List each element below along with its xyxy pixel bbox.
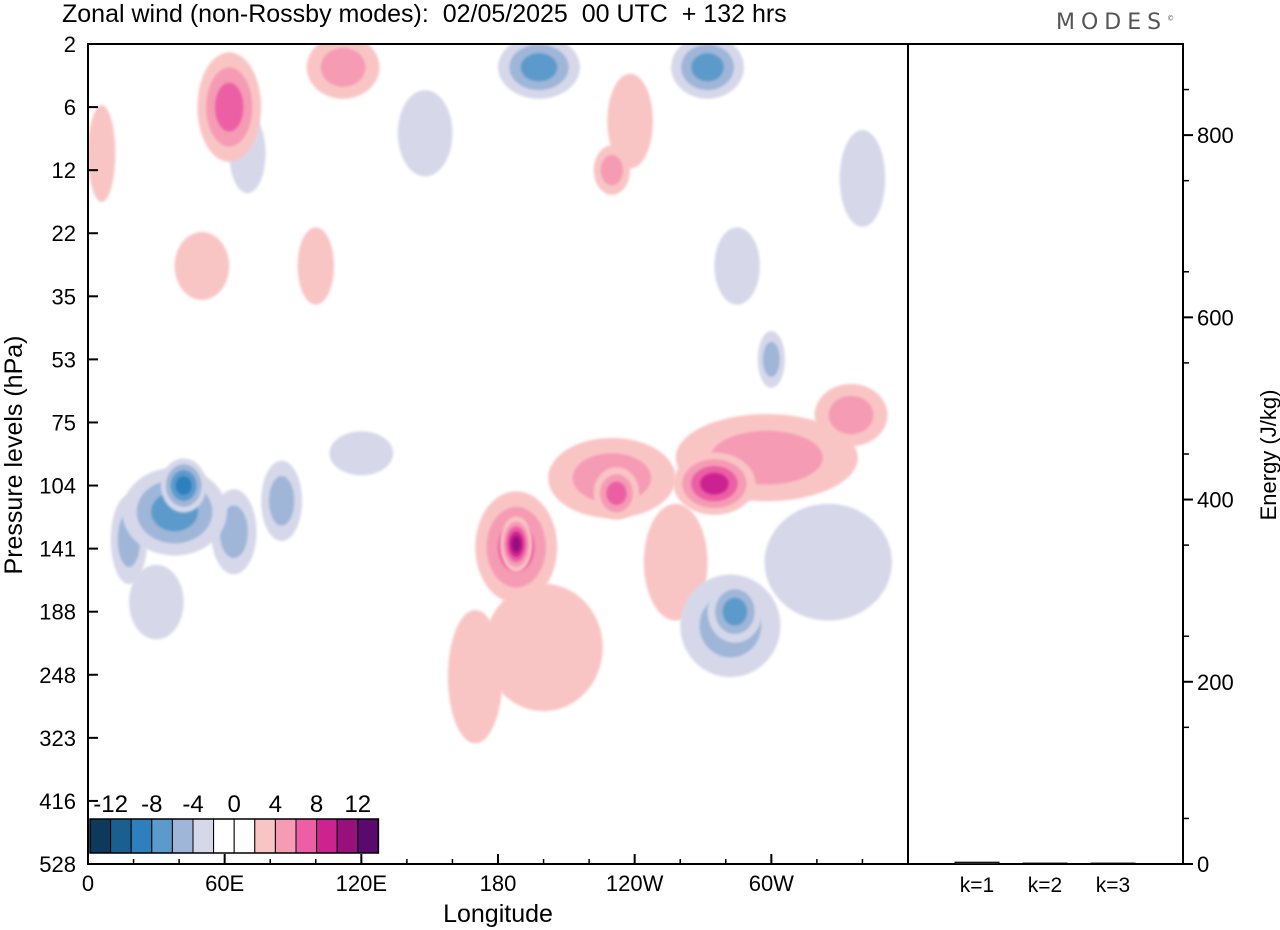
contour-blob xyxy=(828,395,874,435)
contour-blob xyxy=(762,341,780,377)
contour-blob xyxy=(484,583,603,712)
x-tick-label: 0 xyxy=(82,871,94,896)
colorbar-label: 4 xyxy=(269,791,282,818)
colorbar-swatch xyxy=(151,818,173,854)
colorbar-swatch xyxy=(89,818,112,854)
y-tick-label: 35 xyxy=(52,284,76,309)
y-tick-label: 6 xyxy=(64,95,76,120)
colorbar-swatch xyxy=(110,818,132,854)
x-tick-label: 60E xyxy=(205,871,244,896)
x-tick-label: 120E xyxy=(336,871,387,896)
energy-bars: 0 200 400 600 800 k=1 k=2 k=3 xyxy=(954,88,1234,897)
contour-blob xyxy=(511,536,521,553)
energy-tick-label: 600 xyxy=(1197,305,1234,330)
colorbar-swatch xyxy=(274,818,297,854)
colorbar-swatch xyxy=(213,818,235,854)
contour-blob xyxy=(297,227,334,305)
colorbar-swatch xyxy=(130,818,153,854)
colorbar-swatch xyxy=(357,818,379,854)
contour-blob xyxy=(215,82,244,132)
y-tick-label: 2 xyxy=(64,32,76,57)
contour-blob xyxy=(397,90,453,177)
contour-blob xyxy=(174,232,230,300)
logo-copyright-mark: © xyxy=(1167,14,1175,23)
colorbar-label: 8 xyxy=(310,791,323,818)
energy-bar xyxy=(954,861,1000,865)
colorbar-label: -12 xyxy=(93,791,128,818)
y-tick-label: 53 xyxy=(52,347,76,372)
y-tick-label: 104 xyxy=(39,474,76,499)
energy-category-label: k=3 xyxy=(1096,874,1130,897)
energy-tick-label: 0 xyxy=(1197,852,1209,877)
x-tick-label: 60W xyxy=(749,871,794,896)
contour-blob xyxy=(219,505,248,559)
colorbar-swatch xyxy=(316,818,338,854)
colorbar-label: 0 xyxy=(228,791,241,818)
colorbar-swatch xyxy=(171,818,194,854)
contour-blob xyxy=(175,476,192,495)
energy-category-label: k=2 xyxy=(1028,874,1062,897)
contour-blob xyxy=(600,154,624,186)
x-tick-label: 120W xyxy=(606,871,664,896)
y-axis-label: Pressure levels (hPa) xyxy=(0,336,28,575)
heatmap-contours xyxy=(88,44,893,744)
contour-blob xyxy=(722,597,748,626)
energy-tick-label: 800 xyxy=(1197,123,1234,148)
contour-blob xyxy=(268,476,295,526)
colorbar-label: -8 xyxy=(141,791,162,818)
y-tick-label: 141 xyxy=(39,537,76,562)
modes-logo: MODES© xyxy=(1056,10,1174,35)
contour-blob xyxy=(607,73,653,169)
contour-blob xyxy=(520,53,558,82)
contour-blob xyxy=(691,53,724,82)
y-tick-label: 248 xyxy=(39,663,76,688)
contour-blob xyxy=(320,47,366,87)
colorbar: -12 -8 -4 0 4 8 12 xyxy=(89,791,380,854)
colorbar-label: -4 xyxy=(182,791,203,818)
heatmap-axes: 0 60E 120E 180 120W 60W 2 6 12 22 35 53 75 104 141 188 2… xyxy=(39,32,864,896)
y-tick-label: 75 xyxy=(52,410,76,435)
contour-blob xyxy=(606,481,627,506)
colorbar-swatch xyxy=(336,818,359,854)
y-tick-label: 12 xyxy=(52,158,76,183)
energy-bar xyxy=(1090,862,1136,865)
y-tick-label: 22 xyxy=(52,221,76,246)
colorbar-swatch xyxy=(254,818,276,854)
contour-blob xyxy=(129,564,184,640)
colorbar-label: 12 xyxy=(344,791,371,818)
contour-blob xyxy=(764,503,893,621)
contour-blob xyxy=(643,503,708,621)
x-tick-label: 180 xyxy=(480,871,517,896)
energy-tick-label: 400 xyxy=(1197,488,1234,513)
y-tick-label: 188 xyxy=(39,600,76,625)
contour-blob xyxy=(714,227,760,305)
colorbar-swatch xyxy=(192,818,215,854)
colorbar-frame xyxy=(89,818,380,854)
y-tick-label: 323 xyxy=(39,726,76,751)
energy-category-label: k=1 xyxy=(960,874,994,897)
energy-axis-label: Energy (J/kg) xyxy=(1256,390,1280,521)
x-axis-label: Longitude xyxy=(443,900,553,928)
energy-bar xyxy=(1022,862,1068,865)
logo-text: MODES xyxy=(1056,10,1168,35)
contour-blob xyxy=(88,105,116,202)
chart-title: Zonal wind (non-Rossby modes): 02/05/202… xyxy=(62,0,787,28)
colorbar-swatch xyxy=(295,818,318,854)
colorbar-swatch xyxy=(233,818,256,854)
energy-tick-label: 200 xyxy=(1197,670,1234,695)
contour-blob xyxy=(329,431,394,476)
contour-blob xyxy=(839,130,886,227)
energy-panel-frame xyxy=(907,43,1184,865)
y-tick-label: 416 xyxy=(39,789,76,814)
contour-blob xyxy=(700,472,729,495)
y-tick-label: 528 xyxy=(39,852,76,877)
